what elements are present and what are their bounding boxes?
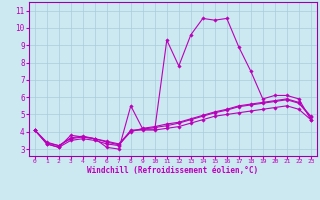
X-axis label: Windchill (Refroidissement éolien,°C): Windchill (Refroidissement éolien,°C): [87, 166, 258, 175]
